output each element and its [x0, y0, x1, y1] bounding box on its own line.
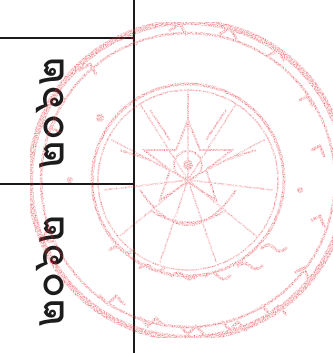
table-vertical-rule: [133, 0, 135, 353]
year-label-bottom: ๒๐๖๒: [23, 214, 74, 328]
year-label-top: ๒๐๖๒: [23, 56, 74, 170]
